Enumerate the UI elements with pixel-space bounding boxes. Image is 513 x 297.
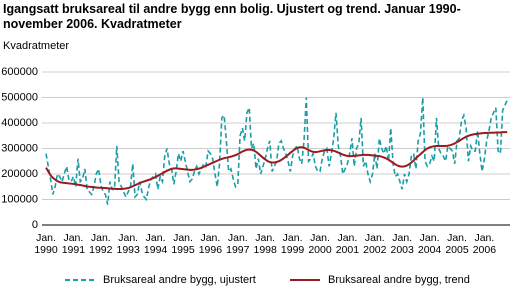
y-tick-label: 400000 bbox=[1, 117, 38, 129]
y-axis-label: Kvadratmeter bbox=[3, 40, 70, 52]
legend-label: Bruksareal andre bygg, ujustert bbox=[103, 274, 256, 286]
x-tick-label: Jan. 2001 bbox=[335, 232, 360, 256]
y-tick-label: 500000 bbox=[1, 91, 38, 103]
y-tick-label: 600000 bbox=[1, 66, 38, 78]
y-tick-label: 300000 bbox=[1, 142, 38, 154]
x-tick-label: Jan. 1990 bbox=[34, 232, 58, 256]
y-tick-label: 200000 bbox=[1, 168, 38, 180]
x-tick-label: Jan. 1993 bbox=[116, 232, 140, 256]
x-tick-label: Jan. 1998 bbox=[253, 232, 277, 256]
x-tick-label: Jan. 1996 bbox=[198, 232, 223, 256]
x-tick-label: Jan. 1997 bbox=[226, 232, 250, 256]
y-tick-label: 100000 bbox=[1, 193, 38, 205]
y-tick-label: 0 bbox=[32, 219, 38, 231]
x-tick-label: Jan. 2006 bbox=[472, 232, 497, 256]
series-line bbox=[45, 131, 508, 191]
x-tick-label: Jan. 1995 bbox=[171, 232, 195, 256]
series-line bbox=[45, 97, 508, 205]
x-tick-label: Jan. 1991 bbox=[61, 232, 86, 256]
legend-label: Bruksareal andre bygg, trend bbox=[328, 274, 470, 286]
x-tick-label: Jan. 2004 bbox=[417, 232, 442, 256]
x-tick-label: Jan. 2000 bbox=[308, 232, 332, 256]
chart-title: Igangsatt bruksareal til andre bygg enn … bbox=[3, 2, 461, 31]
x-tick-label: Jan. 1992 bbox=[89, 232, 113, 256]
x-tick-label: Jan. 2005 bbox=[445, 232, 469, 256]
x-tick-label: Jan. 2003 bbox=[390, 232, 414, 256]
x-tick-label: Jan. 2002 bbox=[363, 232, 387, 256]
x-tick-label: Jan. 1994 bbox=[143, 232, 168, 256]
x-tick-label: Jan. 1999 bbox=[280, 232, 305, 256]
